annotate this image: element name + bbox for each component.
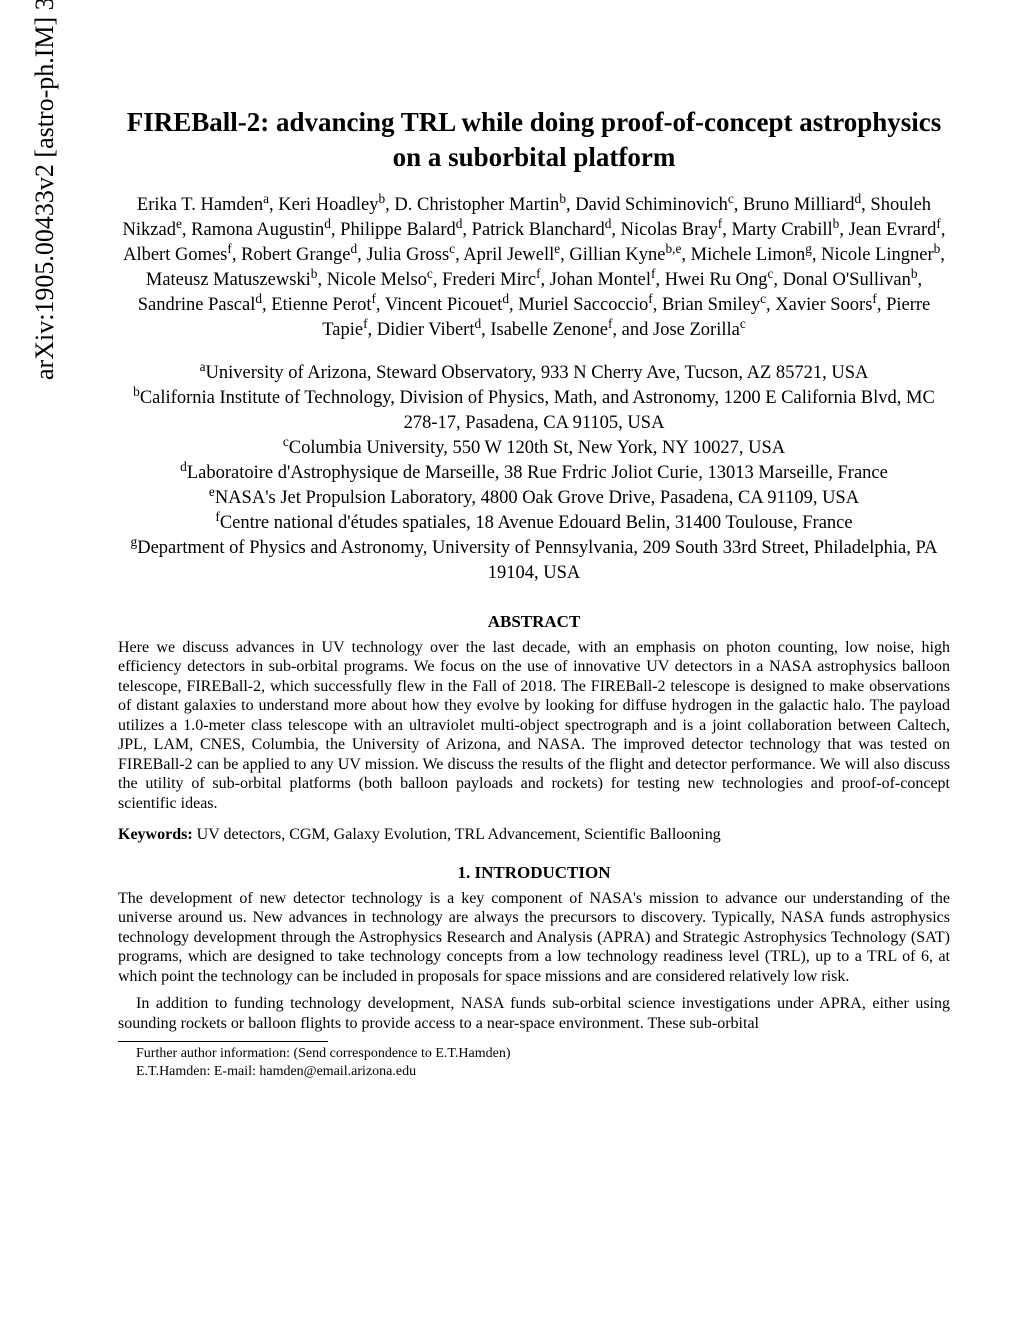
keywords-text: UV detectors, CGM, Galaxy Evolution, TRL… <box>193 826 721 843</box>
abstract-text: Here we discuss advances in UV technolog… <box>118 638 950 814</box>
keywords: Keywords: UV detectors, CGM, Galaxy Evol… <box>118 825 950 845</box>
keywords-label: Keywords: <box>118 826 193 843</box>
footnote-line-2: E.T.Hamden: E-mail: hamden@email.arizona… <box>118 1063 950 1081</box>
abstract-heading: ABSTRACT <box>118 612 950 632</box>
affiliation-list: aUniversity of Arizona, Steward Observat… <box>118 361 950 586</box>
intro-paragraph-2: In addition to funding technology develo… <box>118 994 950 1033</box>
intro-paragraph-1: The development of new detector technolo… <box>118 889 950 987</box>
author-list: Erika T. Hamdena, Keri Hoadleyb, D. Chri… <box>118 193 950 343</box>
section-1-heading: 1. INTRODUCTION <box>118 863 950 883</box>
footnote-line-1: Further author information: (Send corres… <box>118 1045 950 1063</box>
paper-title: FIREBall-2: advancing TRL while doing pr… <box>118 105 950 175</box>
arxiv-identifier: arXiv:1905.00433v2 [astro-ph.IM] 3 May 2… <box>30 0 60 380</box>
paper-content: FIREBall-2: advancing TRL while doing pr… <box>118 0 950 1080</box>
footnote-rule <box>118 1041 328 1042</box>
